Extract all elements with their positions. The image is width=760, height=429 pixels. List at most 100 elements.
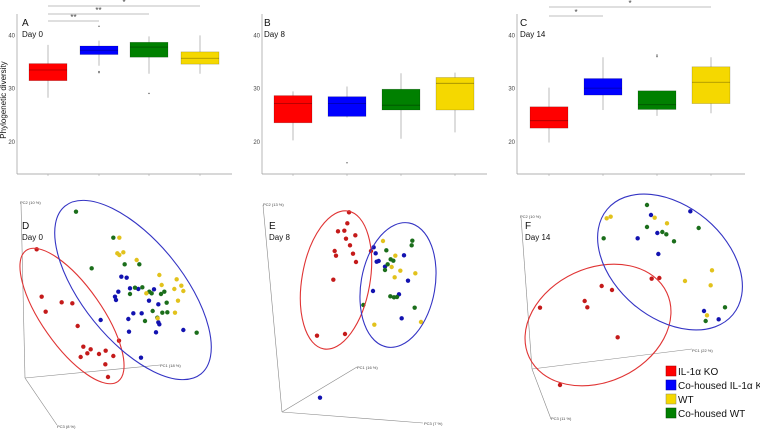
sample-point	[649, 276, 654, 281]
sample-point	[335, 229, 341, 234]
y-tick-label: 20	[508, 140, 515, 146]
significance-label: *	[574, 8, 577, 17]
axis-label-pc3: PC3 (7 %)	[424, 421, 443, 426]
sample-point	[181, 288, 186, 294]
sample-point	[75, 323, 80, 329]
sample-point	[113, 297, 119, 303]
confidence-ellipse-il1a-ko	[524, 263, 672, 387]
sample-point	[332, 248, 337, 254]
outlier-point	[98, 25, 100, 27]
y-tick-label: 40	[8, 33, 15, 39]
sample-point	[392, 275, 397, 280]
y-tick-label: 40	[508, 33, 515, 39]
sample-point	[342, 331, 348, 337]
sample-point	[116, 289, 121, 294]
sample-point	[393, 253, 398, 258]
panel-label-f: F	[525, 221, 531, 232]
significance-label: *	[628, 0, 631, 8]
sample-point	[132, 285, 138, 290]
sample-point	[159, 282, 164, 288]
sample-point	[657, 275, 662, 281]
sample-point	[394, 294, 400, 300]
outlier-point	[98, 70, 100, 73]
sample-point	[162, 289, 167, 294]
box	[529, 106, 569, 129]
sample-point	[119, 274, 124, 279]
sample-point	[140, 285, 145, 290]
sample-point	[644, 202, 650, 208]
sample-point	[615, 335, 620, 340]
sample-point	[413, 271, 418, 276]
pcoa-axis	[531, 348, 693, 370]
sample-point	[664, 232, 669, 237]
sample-point	[142, 318, 148, 324]
pcoa-panel-f: F Day 14 PC1 (22 %) PC2 (10 %) PC3 (11 %…	[520, 193, 743, 421]
sample-point	[85, 351, 90, 356]
sample-point	[347, 243, 353, 248]
panel-label-c: C	[520, 18, 527, 29]
sample-point	[656, 251, 661, 257]
sample-point	[376, 258, 381, 264]
sample-point	[181, 327, 186, 333]
sample-point	[172, 286, 177, 292]
sample-point	[111, 235, 116, 240]
sample-point	[410, 238, 415, 243]
sample-point	[157, 272, 162, 278]
sample-point	[160, 310, 165, 315]
sample-point	[660, 229, 665, 235]
sample-point	[137, 262, 142, 267]
pcoa-panel-e: E Day 8 PC1 (16 %) PC2 (13 %) PC3 (7 %)	[262, 202, 443, 426]
box	[273, 95, 313, 124]
pcoa-axis	[531, 368, 552, 420]
sample-point	[398, 268, 403, 273]
legend-swatch	[665, 393, 677, 405]
sample-point	[635, 236, 640, 241]
outlier-point	[656, 55, 658, 58]
sample-point	[179, 283, 184, 288]
sample-point	[103, 348, 108, 353]
legend-label: Co-housed WT	[678, 409, 745, 420]
confidence-ellipse-cohoused	[597, 193, 743, 331]
legend-item: WT	[665, 393, 694, 406]
sample-point	[81, 344, 86, 349]
sample-point	[172, 310, 178, 315]
sample-point	[331, 277, 336, 282]
sample-point	[405, 278, 411, 283]
sample-point	[314, 333, 320, 338]
panel-subtitle-d: Day 0	[22, 233, 43, 242]
sample-point	[655, 230, 660, 236]
confidence-ellipse-cohoused	[54, 199, 212, 381]
panel-label-e: E	[269, 221, 276, 232]
sample-point	[131, 311, 136, 316]
boxplot-panel-c: C Day 14 20 30 40 * *	[508, 0, 745, 176]
pcoa-axis	[520, 216, 533, 370]
sample-point	[688, 209, 693, 214]
box	[28, 63, 68, 81]
axis-label-pc3: PC3 (8 %)	[57, 424, 76, 429]
axis-label-pc1: PC1 (22 %)	[692, 348, 713, 353]
sample-point	[604, 216, 609, 221]
sample-point	[88, 347, 93, 352]
box	[381, 88, 421, 111]
pcoa-axis	[24, 364, 161, 379]
legend-swatch	[665, 365, 677, 377]
sample-point	[127, 291, 133, 297]
panel-subtitle-f: Day 14	[525, 233, 551, 242]
sample-point	[722, 305, 728, 310]
outlier-point	[656, 54, 658, 56]
boxplot-panel-b: B Day 8 20 30 40	[253, 14, 487, 176]
sample-point	[136, 286, 141, 292]
sample-point	[537, 305, 543, 310]
sample-point	[343, 236, 349, 241]
legend-item: Co-housed WT	[665, 407, 745, 420]
axis-label-pc2: PC2 (13 %)	[263, 202, 284, 207]
sample-point	[372, 322, 377, 327]
sample-point	[122, 262, 127, 267]
sample-point	[96, 351, 102, 357]
panel-subtitle-b: Day 8	[264, 30, 285, 39]
sample-point	[709, 268, 715, 273]
sample-point	[701, 308, 707, 314]
pcoa-axis	[281, 366, 358, 413]
sample-point	[138, 355, 144, 360]
